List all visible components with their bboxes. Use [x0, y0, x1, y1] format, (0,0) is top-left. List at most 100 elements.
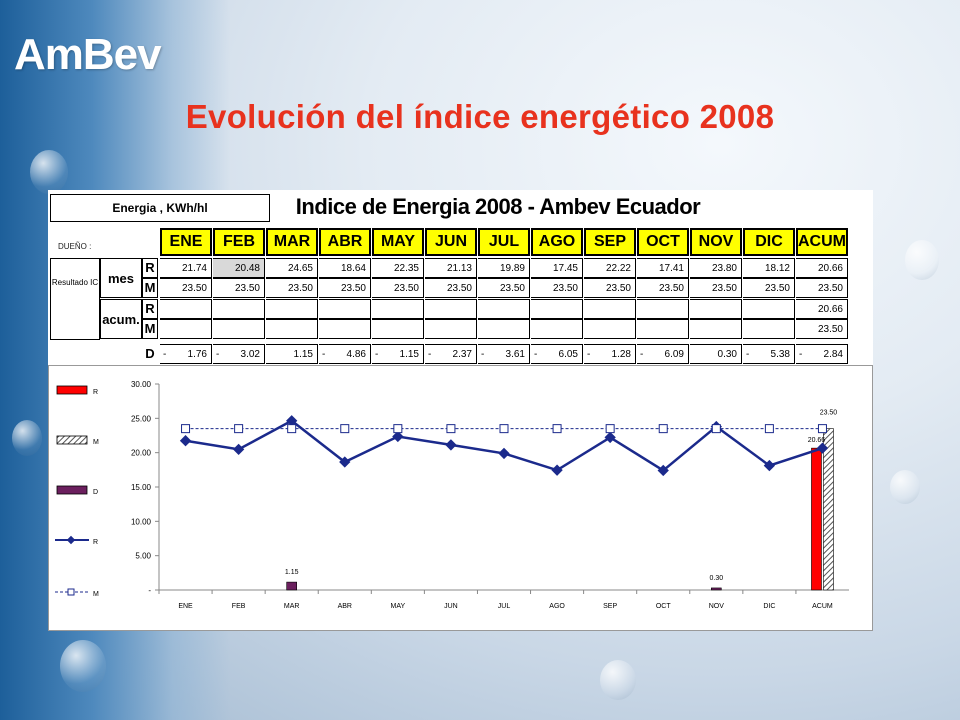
d-cell: - 2.84 [796, 344, 848, 364]
acum-r-cell: 20.66 [796, 299, 848, 319]
target-marker [658, 424, 668, 434]
actual-marker [498, 447, 510, 460]
mes-r-cell: 20.48 [213, 258, 265, 278]
mes-m-value: 23.50 [446, 283, 472, 294]
mes-r-cell: 21.74 [160, 258, 212, 278]
acum-m-cell [425, 319, 477, 339]
mes-r-cell: 20.66 [796, 258, 848, 278]
legend-marker [66, 535, 76, 545]
y-tick-label: 5.00 [135, 552, 151, 561]
mes-r-value: 22.22 [605, 263, 631, 274]
energy-chart: - 5.00 10.00 15.00 20.00 25.00 30.00 ENE FEB MAR A… [48, 365, 873, 631]
mes-r-value: 19.89 [499, 263, 525, 274]
minus-sign: - [375, 349, 379, 360]
y-tick-label: 15.00 [131, 483, 152, 492]
acum-r-cell [266, 299, 318, 319]
month-header-jul: JUL [478, 228, 530, 256]
d-value: 1.15 [293, 349, 313, 360]
background-drop [30, 150, 68, 194]
mes-r-label: R [142, 258, 158, 278]
background-drop [60, 640, 106, 692]
data-label: 20.66 [808, 437, 826, 444]
mes-label: mes [100, 258, 142, 298]
d-cell: - 1.15 [372, 344, 424, 364]
d-cell: - 6.05 [531, 344, 583, 364]
mes-r-cell: 19.89 [478, 258, 530, 278]
target-marker [605, 424, 615, 434]
mes-m-value: 23.50 [499, 283, 525, 294]
minus-sign: - [799, 349, 803, 360]
data-label: 0.30 [709, 575, 723, 582]
actual-marker [286, 415, 298, 427]
d-cell: - 3.02 [213, 344, 265, 364]
table-title: Indice de Energia 2008 - Ambev Ecuador [295, 194, 701, 219]
data-label: 23.50 [820, 410, 838, 417]
month-header-mar: MAR [266, 228, 318, 256]
x-tick-label: MAY [391, 603, 406, 610]
acum-r-cell [531, 299, 583, 319]
month-header-nov: NOV [690, 228, 742, 256]
mes-m-cell: 23.50 [213, 278, 265, 298]
mes-m-cell: 23.50 [372, 278, 424, 298]
d-value: 4.86 [346, 349, 366, 360]
background-drop [905, 240, 939, 280]
target-marker [234, 424, 244, 434]
d-label: D [145, 346, 155, 361]
mes-m-cell: 23.50 [425, 278, 477, 298]
legend-label: M [93, 591, 99, 598]
mes-m-value: 23.50 [658, 283, 684, 294]
actual-marker [232, 443, 245, 456]
legend-label: M [93, 439, 99, 446]
acum-m-cell [584, 319, 636, 339]
d-value: 3.02 [240, 349, 260, 360]
d-cell: - 6.09 [637, 344, 689, 364]
acum-m-label: M [142, 319, 158, 339]
table-row-acum-m: 23.50 [160, 319, 849, 339]
background-drop [12, 420, 42, 456]
mes-m-value: 23.50 [552, 283, 578, 294]
d-cell: - 3.61 [478, 344, 530, 364]
month-header-ago: AGO [531, 228, 583, 256]
background-drop [890, 470, 920, 504]
y-tick-label: 10.00 [131, 517, 152, 526]
x-tick-label: AGO [549, 603, 565, 610]
mes-m-value: 23.50 [605, 283, 631, 294]
month-header-ene: ENE [160, 228, 212, 256]
actual-marker [604, 431, 616, 444]
x-tick-label: FEB [232, 603, 246, 610]
minus-sign: - [428, 349, 432, 360]
background-drop [600, 660, 636, 700]
d-cell: - 2.37 [425, 344, 477, 364]
target-marker [446, 424, 456, 434]
actual-marker [445, 439, 457, 451]
target-marker [287, 424, 297, 434]
bar-d [711, 587, 722, 591]
acum-r-cell [160, 299, 212, 319]
chart-svg: - 5.00 10.00 15.00 20.00 25.00 30.00 ENE FEB MAR A… [55, 380, 849, 610]
acum-m-cell [637, 319, 689, 339]
data-label: 1.15 [285, 569, 299, 576]
acum-m-value: 23.50 [817, 324, 843, 335]
mes-r-value: 18.12 [764, 263, 790, 274]
bar-m [823, 428, 834, 591]
mes-r-value: 18.64 [340, 263, 366, 274]
unit-label: Energia , KWh/hl [50, 194, 270, 222]
acum-r-cell [425, 299, 477, 319]
acum-r-cell [584, 299, 636, 319]
table-row-acum-r: 20.66 [160, 299, 849, 319]
mes-r-cell: 21.13 [425, 258, 477, 278]
acum-label: acum. [100, 299, 142, 339]
y-tick-label: 20.00 [131, 449, 152, 458]
d-value: 2.84 [823, 349, 843, 360]
acum-m-cell [743, 319, 795, 339]
acum-r-cell [213, 299, 265, 319]
table-row-d: -1.76-3.02 1.15-4.86-1.15-2.37-3.61-6.05-… [160, 344, 849, 364]
mes-r-cell: 18.64 [319, 258, 371, 278]
mes-m-value: 23.50 [711, 283, 737, 294]
acum-m-cell [160, 319, 212, 339]
mes-m-cell: 23.50 [531, 278, 583, 298]
minus-sign: - [481, 349, 485, 360]
target-marker [711, 424, 721, 434]
minus-sign: - [216, 349, 220, 360]
month-header-abr: ABR [319, 228, 371, 256]
